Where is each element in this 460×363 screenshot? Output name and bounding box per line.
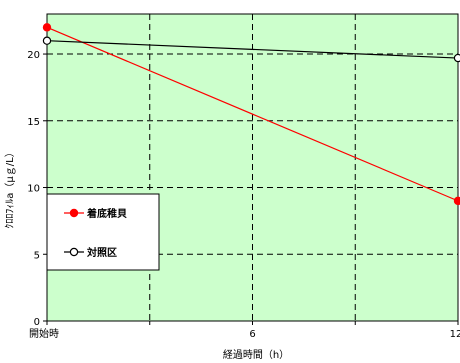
x-axis-ticks: 開始時 6 12 (29, 321, 460, 340)
series-line-1 (46, 40, 459, 59)
legend-box (46, 193, 160, 271)
x-tick-label: 12 (450, 329, 460, 340)
y-tick-label: 0 (34, 317, 40, 328)
data-point (453, 53, 460, 63)
legend-marker (69, 247, 79, 257)
grid (47, 14, 458, 321)
data-point (453, 196, 460, 206)
x-axis-label: 経過時間（h） (223, 348, 289, 361)
series-line-0 (46, 26, 459, 202)
y-axis-label: ｸﾛﾛﾌｨﾙa（μｇ/L） (4, 147, 16, 228)
y-tick-label: 15 (27, 117, 40, 128)
legend-marker (69, 208, 79, 218)
y-axis-ticks: 0 5 10 15 20 (27, 50, 47, 328)
y-tick-label: 20 (27, 50, 40, 61)
x-tick-label: 開始時 (29, 327, 59, 340)
data-point (42, 23, 52, 32)
y-tick-label: 5 (34, 250, 40, 261)
x-tick-label: 6 (249, 329, 255, 340)
data-point (42, 36, 52, 45)
legend-label: 着底稚貝 (86, 207, 127, 220)
legend-label: 対照区 (86, 246, 117, 259)
y-tick-label: 10 (27, 184, 40, 195)
series-layer (42, 23, 460, 206)
